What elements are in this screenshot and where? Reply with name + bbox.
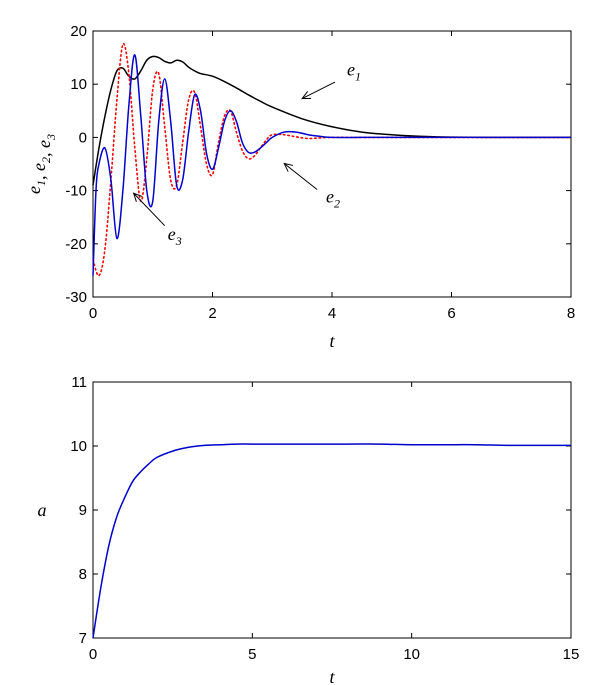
annotation-arrow-e3 — [133, 192, 166, 227]
annotation-label-e1: e1 — [347, 60, 361, 84]
y-tick-label: -10 — [65, 183, 87, 200]
label-base: e — [29, 163, 49, 171]
plot-top-xticks: 0 2 4 6 8 — [89, 31, 575, 322]
series-e2-line — [92, 42, 572, 277]
annotation-label-e3: e3 — [168, 224, 182, 248]
annotation-arrowhead-e1 — [301, 91, 312, 100]
label-base: e — [326, 186, 334, 206]
ylabel-separator: , — [29, 171, 49, 180]
annotation-arrowhead-e2 — [283, 162, 294, 172]
y-tick-label: 10 — [70, 76, 87, 93]
series-e1-line — [92, 55, 572, 186]
y-tick-label: -20 — [65, 236, 87, 253]
label-base: e — [347, 60, 355, 80]
plot-bottom-ylabel: a — [38, 500, 47, 520]
x-tick-label: 8 — [567, 305, 575, 322]
label-subscript: 2 — [334, 196, 340, 210]
plot-bottom-yticks: 7 8 9 10 11 — [70, 374, 571, 647]
label-base: e — [24, 186, 44, 194]
y-tick-label: 0 — [79, 129, 87, 146]
y-tick-label: 8 — [79, 566, 87, 583]
y-tick-label: 9 — [79, 502, 87, 519]
plot-bottom-series — [92, 443, 571, 639]
y-tick-label: 7 — [79, 630, 87, 647]
plot-top-yticks: -30 -20 -10 0 10 20 — [65, 23, 571, 306]
plot-top-xlabel: t — [329, 331, 335, 351]
annotation-label-e2: e2 — [326, 186, 340, 210]
x-tick-label: 2 — [208, 305, 216, 322]
y-tick-label: 10 — [70, 438, 87, 455]
label-base: e — [34, 140, 54, 148]
x-tick-label: 10 — [403, 646, 420, 663]
x-tick-label: 15 — [563, 646, 580, 663]
annotation-arrow-e2 — [283, 163, 318, 190]
label-subscript: 1 — [355, 70, 361, 84]
label-subscript: 3 — [175, 234, 182, 248]
x-tick-label: 0 — [89, 305, 97, 322]
series-e3-line — [92, 54, 571, 276]
x-tick-label: 0 — [89, 646, 97, 663]
ylabel-separator: , — [34, 148, 54, 157]
x-tick-label: 4 — [328, 305, 336, 322]
y-tick-label: 20 — [70, 23, 87, 40]
x-tick-label: 5 — [248, 646, 256, 663]
label-subscript: 3 — [44, 134, 58, 141]
plot-bottom: 0 5 10 15 7 8 9 10 11 t a — [38, 374, 580, 685]
label-subscript: 2 — [39, 157, 53, 163]
label-subscript: 1 — [34, 180, 48, 186]
annotation-arrow-e1 — [301, 81, 336, 100]
y-tick-label: 11 — [71, 374, 87, 391]
plot-top-ylabel: e1, e2, e3 — [24, 134, 58, 194]
x-tick-label: 6 — [447, 305, 455, 322]
plot-top-series — [92, 42, 572, 277]
plot-bottom-xlabel: t — [329, 667, 335, 685]
plot-bottom-frame — [92, 381, 572, 639]
plot-bottom-xticks: 0 5 10 15 — [89, 382, 580, 663]
series-a-line — [92, 443, 571, 639]
y-tick-label: -30 — [65, 289, 87, 306]
plot-top-frame — [92, 30, 572, 298]
annotation-arrowhead-e3 — [132, 192, 143, 202]
label-base: e — [168, 224, 176, 244]
